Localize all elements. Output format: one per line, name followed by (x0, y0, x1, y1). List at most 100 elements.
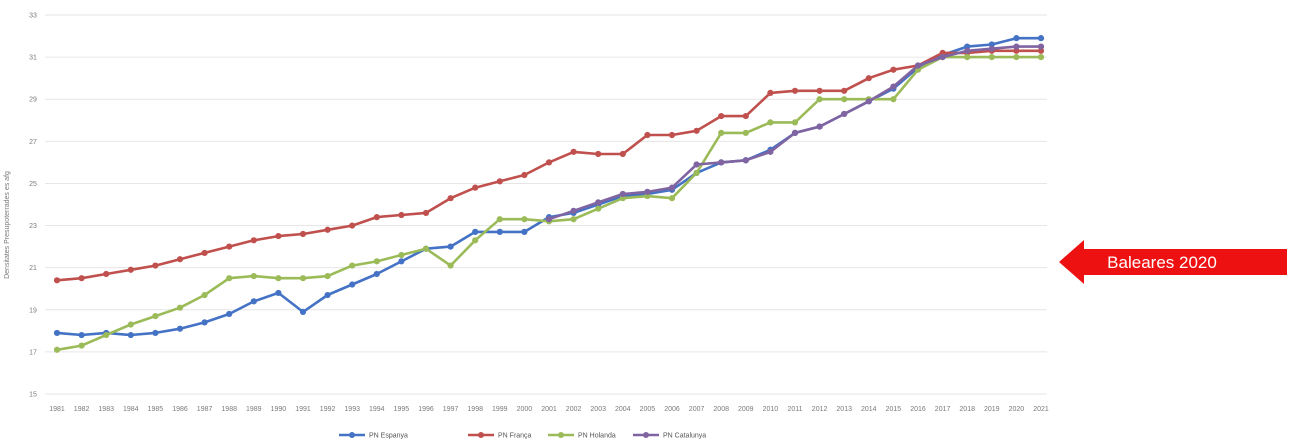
x-tick-label: 2001 (541, 406, 557, 413)
data-point (422, 209, 430, 217)
data-point (201, 291, 208, 299)
legend-label: PN França (498, 433, 532, 440)
x-tick-label: 2015 (886, 406, 902, 413)
y-tick-label: 21 (29, 265, 37, 272)
data-point (250, 298, 257, 305)
data-point (545, 159, 553, 166)
x-tick-label: 1986 (172, 406, 188, 413)
data-point (78, 342, 85, 349)
data-point (693, 169, 700, 177)
data-point (595, 150, 602, 158)
data-point (324, 272, 331, 280)
data-point (1037, 35, 1045, 42)
x-tick-label: 1984 (123, 406, 139, 413)
legend-marker (558, 432, 564, 438)
data-point (742, 157, 749, 164)
data-point (718, 129, 725, 137)
data-point (816, 96, 823, 103)
data-point (275, 275, 282, 282)
data-point (324, 291, 331, 299)
data-point (152, 312, 159, 320)
data-point (693, 127, 700, 134)
data-point (767, 119, 774, 126)
data-point (398, 258, 405, 265)
data-point (103, 270, 110, 278)
legend-item: PN Holanda (548, 432, 616, 440)
data-point (373, 258, 380, 265)
data-point (570, 148, 577, 155)
data-point (841, 110, 848, 118)
data-point (349, 262, 356, 269)
y-tick-label: 23 (29, 223, 37, 230)
data-point (226, 275, 233, 282)
data-point (349, 281, 356, 288)
x-tick-label: 1995 (394, 406, 410, 413)
data-point (250, 237, 257, 244)
data-point (545, 216, 553, 223)
data-point (570, 216, 577, 223)
data-point (275, 289, 282, 297)
data-point (521, 216, 528, 223)
legend-label: PN Espanya (369, 433, 408, 440)
data-point (988, 54, 995, 61)
x-tick-label: 1997 (443, 406, 459, 413)
data-point (176, 256, 184, 263)
x-tick-label: 2011 (787, 406, 802, 413)
x-tick-label: 1992 (320, 406, 336, 413)
series-3 (545, 43, 1045, 223)
data-point (78, 331, 85, 339)
data-point (176, 325, 184, 332)
data-point (226, 310, 233, 318)
data-point (521, 228, 528, 235)
data-point (349, 222, 356, 229)
data-point (791, 87, 799, 94)
data-point (644, 131, 651, 139)
data-point (53, 346, 61, 353)
data-point (398, 211, 405, 219)
x-tick-label: 1996 (418, 406, 434, 413)
data-point (127, 321, 134, 328)
data-point (816, 123, 823, 130)
legend-item: PN França (468, 432, 532, 440)
x-tick-label: 2002 (566, 406, 582, 413)
data-point (299, 230, 307, 238)
legend-item: PN Catalunya (633, 432, 706, 440)
y-axis-ticks: 15 17 19 21 23 25 27 29 31 33 (29, 13, 37, 399)
x-tick-label: 2017 (935, 406, 951, 413)
x-tick-label: 2012 (812, 406, 828, 413)
data-point (324, 226, 331, 233)
legend-label: PN Catalunya (663, 433, 706, 440)
legend: PN Espanya PN França PN Holanda PN Cataluny… (339, 432, 706, 440)
data-point (78, 275, 85, 282)
data-point (595, 205, 602, 212)
data-point (595, 199, 602, 206)
x-tick-label: 1994 (369, 406, 385, 413)
data-point (373, 214, 380, 221)
data-point (103, 331, 110, 339)
x-tick-label: 2000 (517, 406, 533, 413)
data-point (841, 96, 848, 103)
y-tick-label: 15 (29, 392, 37, 399)
data-point (53, 277, 61, 284)
baleares-callout-arrow: Baleares 2020 (1059, 240, 1287, 284)
y-tick-label: 27 (29, 139, 37, 146)
data-point (152, 262, 159, 269)
data-point (1037, 43, 1045, 50)
series-0 (53, 35, 1045, 339)
data-point (668, 184, 676, 191)
data-point (890, 96, 897, 103)
data-point (127, 266, 134, 273)
data-point (742, 129, 749, 137)
data-point (201, 319, 208, 326)
x-tick-label: 2014 (861, 406, 877, 413)
x-tick-label: 1990 (271, 406, 287, 413)
x-tick-label: 2019 (984, 406, 1000, 413)
data-point (767, 148, 774, 155)
data-point (472, 237, 479, 244)
x-tick-label: 1982 (74, 406, 90, 413)
x-tick-label: 2018 (959, 406, 975, 413)
y-tick-label: 33 (29, 13, 37, 20)
data-point (201, 249, 208, 257)
x-tick-label: 2010 (763, 406, 779, 413)
